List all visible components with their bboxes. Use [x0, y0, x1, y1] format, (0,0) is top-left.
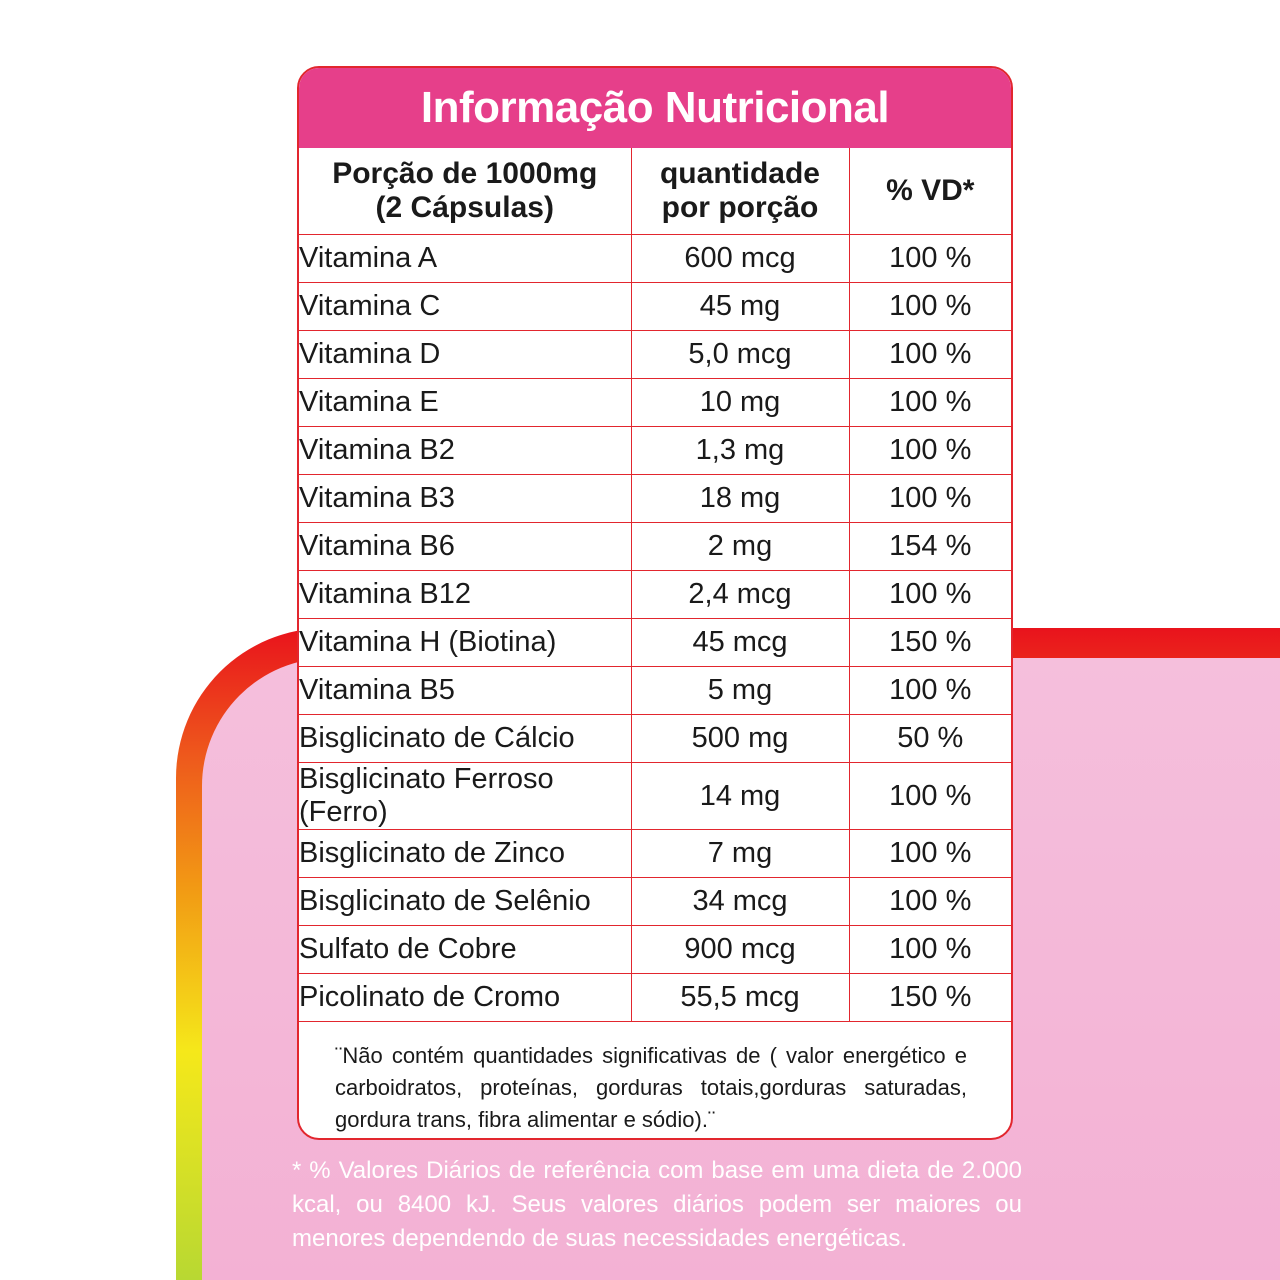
nutrient-amount: 5 mg — [630, 666, 850, 715]
table-row: Bisglicinato de Zinco 7 mg 100 % — [299, 829, 1011, 878]
table-row: Vitamina C 45 mg 100 % — [299, 282, 1011, 331]
nutrient-name: Bisglicinato de Cálcio — [299, 714, 632, 763]
nutrient-daily-value: 100 % — [848, 426, 1011, 475]
nutrient-name: Bisglicinato de Zinco — [299, 829, 632, 878]
nutrient-amount: 900 mcg — [630, 925, 850, 974]
table-row: Sulfato de Cobre 900 mcg 100 % — [299, 925, 1011, 974]
table-row: Vitamina B3 18 mg 100 % — [299, 474, 1011, 523]
table-header-row: Porção de 1000mg (2 Cápsulas) quantidade… — [299, 148, 1011, 235]
header-portion-line2: (2 Cápsulas) — [375, 191, 554, 224]
nutrient-amount: 10 mg — [630, 378, 850, 427]
nutrition-table: Porção de 1000mg (2 Cápsulas) quantidade… — [299, 148, 1011, 1022]
nutrient-amount: 14 mg — [630, 762, 850, 830]
table-row: Vitamina B6 2 mg 154 % — [299, 522, 1011, 571]
nutrient-daily-value: 50 % — [848, 714, 1011, 763]
nutrient-name: Vitamina B6 — [299, 522, 632, 571]
nutrient-name: Vitamina H (Biotina) — [299, 618, 632, 667]
nutrient-name: Picolinato de Cromo — [299, 973, 632, 1022]
nutrient-daily-value: 100 % — [848, 925, 1011, 974]
header-quantity: quantidade por porção — [630, 148, 850, 235]
nutrient-name: Vitamina B2 — [299, 426, 632, 475]
table-row: Vitamina B12 2,4 mcg 100 % — [299, 570, 1011, 619]
table-row: Vitamina D 5,0 mcg 100 % — [299, 330, 1011, 379]
header-qty-line2: por porção — [661, 191, 819, 224]
header-portion: Porção de 1000mg (2 Cápsulas) — [299, 148, 632, 235]
nutrient-daily-value: 100 % — [848, 877, 1011, 926]
table-row: Bisglicinato Ferroso (Ferro) 14 mg 100 % — [299, 762, 1011, 830]
nutrient-amount: 500 mg — [630, 714, 850, 763]
nutrient-daily-value: 154 % — [848, 522, 1011, 571]
nutrient-name: Sulfato de Cobre — [299, 925, 632, 974]
nutrient-name: Bisglicinato de Selênio — [299, 877, 632, 926]
nutrient-amount: 18 mg — [630, 474, 850, 523]
nutrition-facts-card: Informação Nutricional Porção de 1000mg … — [297, 66, 1013, 1140]
nutrient-name: Vitamina B12 — [299, 570, 632, 619]
nutrient-name: Vitamina A — [299, 234, 632, 283]
nutrient-daily-value: 100 % — [848, 330, 1011, 379]
nutrient-name: Vitamina B5 — [299, 666, 632, 715]
header-qty-line1: quantidade — [659, 157, 820, 190]
table-row: Vitamina B5 5 mg 100 % — [299, 666, 1011, 715]
nutrient-amount: 2,4 mcg — [630, 570, 850, 619]
table-row: Vitamina E 10 mg 100 % — [299, 378, 1011, 427]
nutrient-amount: 45 mcg — [630, 618, 850, 667]
nutrient-daily-value: 100 % — [848, 762, 1011, 830]
nutrient-daily-value: 100 % — [848, 474, 1011, 523]
table-row: Bisglicinato de Selênio 34 mcg 100 % — [299, 877, 1011, 926]
nutrition-title: Informação Nutricional — [299, 68, 1011, 148]
nutrient-amount: 600 mcg — [630, 234, 850, 283]
nutrient-daily-value: 100 % — [848, 282, 1011, 331]
nutrient-amount: 2 mg — [630, 522, 850, 571]
header-daily-value: % VD* — [848, 148, 1011, 235]
nutrient-amount: 1,3 mg — [630, 426, 850, 475]
nutrient-daily-value: 100 % — [848, 666, 1011, 715]
table-row: Vitamina B2 1,3 mg 100 % — [299, 426, 1011, 475]
table-row: Vitamina A 600 mcg 100 % — [299, 234, 1011, 283]
footnote: ¨Não contém quantidades significativas d… — [335, 1043, 967, 1132]
nutrient-amount: 45 mg — [630, 282, 850, 331]
nutrient-name: Vitamina B3 — [299, 474, 632, 523]
nutrient-name: Vitamina C — [299, 282, 632, 331]
nutrient-daily-value: 100 % — [848, 570, 1011, 619]
nutrient-name: Bisglicinato Ferroso (Ferro) — [299, 762, 632, 830]
nutrient-daily-value: 100 % — [848, 234, 1011, 283]
nutrient-amount: 55,5 mcg — [630, 973, 850, 1022]
nutrient-daily-value: 100 % — [848, 829, 1011, 878]
nutrient-name: Vitamina D — [299, 330, 632, 379]
nutrient-daily-value: 150 % — [848, 618, 1011, 667]
nutrient-amount: 5,0 mcg — [630, 330, 850, 379]
nutrient-amount: 34 mcg — [630, 877, 850, 926]
nutrient-daily-value: 150 % — [848, 973, 1011, 1022]
table-row: Picolinato de Cromo 55,5 mcg 150 % — [299, 973, 1011, 1022]
nutrient-name: Vitamina E — [299, 378, 632, 427]
nutrient-amount: 7 mg — [630, 829, 850, 878]
table-row: Bisglicinato de Cálcio 500 mg 50 % — [299, 714, 1011, 763]
header-portion-line1: Porção de 1000mg — [332, 157, 598, 190]
table-row: Vitamina H (Biotina) 45 mcg 150 % — [299, 618, 1011, 667]
daily-value-reference-note: * % Valores Diários de referência com ba… — [292, 1157, 1022, 1252]
nutrient-daily-value: 100 % — [848, 378, 1011, 427]
